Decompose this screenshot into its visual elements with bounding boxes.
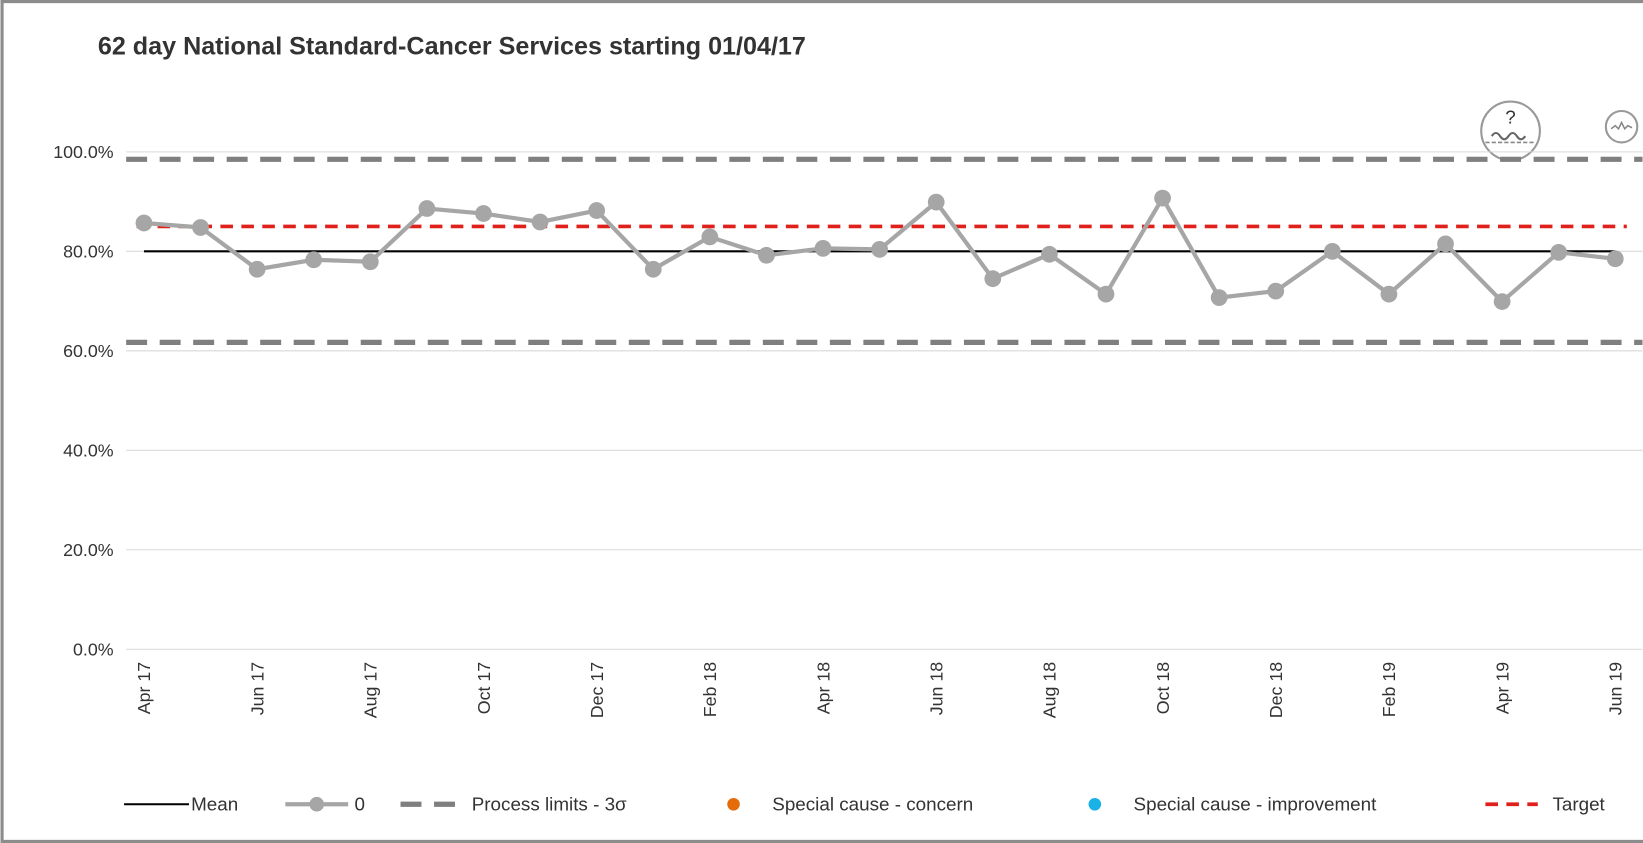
legend-label: 0: [354, 794, 364, 815]
x-tick-label: Feb 18: [700, 662, 720, 718]
x-tick-label: Oct 18: [1153, 662, 1173, 715]
x-tick-label: Jun 18: [926, 662, 946, 716]
data-point: [1437, 235, 1454, 253]
x-tick-label: Aug 17: [361, 662, 381, 718]
x-tick-label: Jun 19: [1606, 662, 1626, 716]
y-tick-label: 0.0%: [73, 640, 114, 660]
icon-text: ?: [1505, 107, 1515, 128]
icon-squiggle: [1490, 131, 1527, 141]
x-tick-label: Oct 17: [474, 662, 494, 714]
legend-swatch: [309, 796, 325, 812]
y-tick-label: 20.0%: [63, 540, 114, 560]
data-point: [1550, 243, 1568, 261]
icon-circle: [1604, 109, 1639, 144]
data-point: [644, 260, 662, 278]
x-tick-label: Jun 17: [247, 662, 267, 715]
y-tick-label: 80.0%: [63, 242, 114, 262]
data-point: [1606, 250, 1624, 268]
chart-title: 62 day National Standard-Cancer Services…: [98, 32, 806, 60]
data-point: [1323, 242, 1341, 260]
data-point: [814, 239, 832, 257]
legend-swatch: [727, 797, 740, 811]
data-point: [1380, 285, 1398, 303]
data-point: [1097, 285, 1115, 303]
legend-swatch: [1088, 797, 1102, 811]
legend-label: Mean: [191, 794, 238, 815]
data-point: [135, 214, 153, 232]
data-point: [361, 253, 379, 271]
data-point: [1210, 289, 1228, 306]
data-point: [1493, 293, 1511, 310]
data-point: [1267, 282, 1285, 300]
assurance-icon: ?: [1480, 100, 1541, 162]
data-point: [475, 205, 492, 222]
legend-label: Process limits - 3σ: [472, 794, 627, 815]
legend-label: Target: [1552, 794, 1605, 815]
y-tick-label: 60.0%: [63, 341, 114, 361]
data-point: [588, 202, 606, 219]
y-tick-label: 100.0%: [53, 142, 114, 162]
data-point: [418, 200, 436, 217]
x-tick-label: Dec 18: [1266, 662, 1286, 718]
variation-icon: [1604, 109, 1639, 144]
x-tick-label: Dec 17: [587, 662, 607, 718]
x-tick-label: Feb 19: [1379, 662, 1399, 718]
data-point: [1154, 189, 1171, 207]
x-tick-label: Aug 18: [1040, 662, 1060, 719]
data-point: [984, 270, 1002, 288]
x-tick-label: Apr 18: [813, 662, 833, 715]
data-point: [248, 260, 266, 278]
data-point: [192, 219, 209, 236]
data-point: [871, 240, 888, 258]
legend-label: Special cause - improvement: [1134, 794, 1378, 815]
data-point: [531, 213, 549, 231]
data-point: [701, 228, 719, 246]
legend-label: Special cause - concern: [772, 794, 973, 815]
data-point: [305, 251, 323, 269]
data-point: [1041, 245, 1058, 263]
data-point: [758, 246, 775, 264]
y-tick-label: 40.0%: [63, 441, 114, 461]
x-tick-label: Apr 19: [1492, 662, 1512, 715]
data-point: [927, 193, 945, 211]
icon-squiggle: [1610, 120, 1633, 131]
x-tick-label: Apr 17: [134, 662, 154, 714]
